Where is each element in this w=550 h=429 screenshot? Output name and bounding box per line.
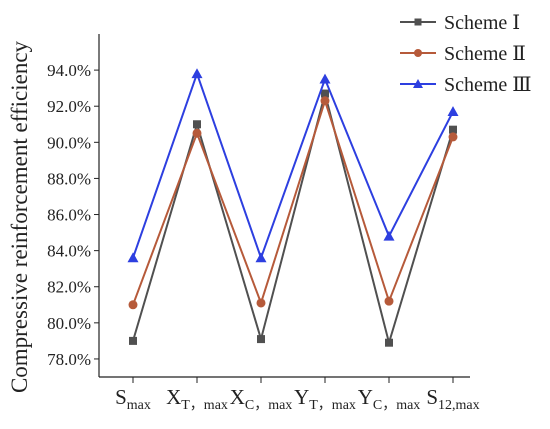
x-tick-label-sub: max [127,398,151,413]
data-point-square [129,336,137,345]
x-tick-label-main: X [166,385,181,409]
legend-label: Scheme Ⅰ [444,12,520,34]
legend-item: Scheme Ⅱ [400,43,526,65]
y-tick-label: 84.0% [47,242,91,261]
x-tick-label: XT，max [166,385,228,413]
y-ticks: 78.0% 80.0% 82.0% 84.0% 86.0% 88.0% 90.0% 92.0%… [47,61,99,369]
data-point-triangle [413,79,423,88]
data-point-square [449,125,457,134]
series-group [127,68,459,347]
data-point-circle [448,132,458,142]
data-point-triangle [127,252,139,263]
y-tick-label: 88.0% [47,169,91,188]
series-line [132,70,454,261]
x-tick-label-main: S [115,385,127,409]
data-point-square [414,18,422,26]
legend-item: Scheme Ⅲ [400,74,532,96]
series-line [132,97,454,307]
legend-label: Scheme Ⅲ [444,74,532,96]
y-tick-label: 86.0% [47,206,91,225]
x-tick-label-main: Y [358,385,373,409]
y-tick-label: 94.0% [47,61,91,80]
x-tick-label-sub: 12,max [438,398,480,413]
y-tick-label: 92.0% [47,97,91,116]
data-point-triangle [255,252,267,263]
data-point-square [321,89,329,98]
data-point-circle [414,49,422,57]
y-tick-label: 82.0% [47,278,91,297]
x-tick-label-sub: T，max [181,398,228,413]
x-tick-label: YC，max [358,385,421,413]
x-tick-label-main: X [230,385,245,409]
y-tick-label: 78.0% [47,350,91,369]
data-point-circle [192,128,202,138]
y-tick-label: 90.0% [47,133,91,152]
legend-label: Scheme Ⅱ [444,43,526,65]
data-point-circle [256,298,266,308]
axes [98,34,470,378]
data-point-triangle [319,73,331,84]
y-tick-label: 80.0% [47,314,91,333]
x-ticks: Smax XT，max XC，max YT，max YC，max S12,max [115,377,480,413]
x-tick-label-sub: C，max [245,398,292,413]
x-tick-label: XC，max [230,385,293,413]
series-line [132,89,454,347]
series-3 [127,68,459,263]
x-tick-label-main: S [426,385,438,409]
y-axis-label: Compressive reinforcement efficiency [7,40,32,393]
legend: Scheme Ⅰ Scheme Ⅱ Scheme Ⅲ [400,12,532,96]
data-point-square [385,338,393,347]
data-point-circle [128,300,138,310]
data-point-square [257,335,265,344]
x-tick-label: YT，max [294,385,356,413]
x-tick-label-sub: T，max [309,398,356,413]
x-tick-label: Smax [115,385,151,413]
series-2 [128,96,458,310]
x-tick-label-main: Y [294,385,309,409]
x-tick-label-sub: C，max [373,398,420,413]
data-point-square [193,120,201,129]
data-point-circle [320,96,330,106]
legend-item: Scheme Ⅰ [400,12,520,34]
x-tick-label: S12,max [426,385,479,413]
data-point-triangle [191,68,203,79]
data-point-triangle [447,106,459,117]
data-point-triangle [383,230,395,241]
data-point-circle [384,296,394,306]
